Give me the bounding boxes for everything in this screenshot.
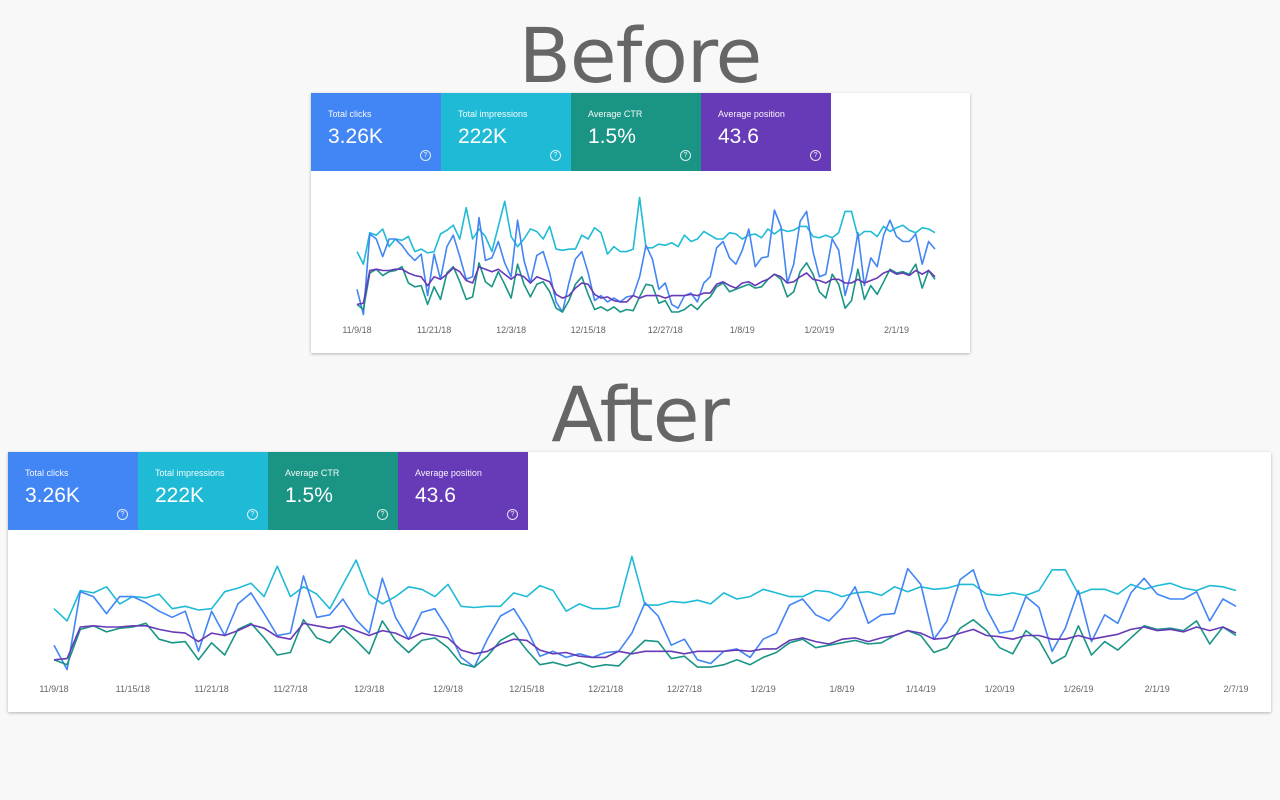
help-icon[interactable]: ? [377, 509, 388, 520]
performance-panel-after: Total clicks 3.26K ? Total impressions 2… [8, 452, 1271, 712]
series-line-4 [356, 265, 936, 306]
x-tick-label: 12/21/18 [588, 684, 623, 694]
series-line-4 [53, 622, 1237, 661]
metric-cards: Total clicks 3.26K ? Total impressions 2… [311, 93, 831, 171]
series-line-1 [356, 196, 936, 265]
help-icon[interactable]: ? [117, 509, 128, 520]
card-value: 222K [155, 484, 205, 507]
x-tick-label: 12/3/18 [354, 684, 384, 694]
series-line-2 [53, 567, 1237, 671]
x-tick-label: 11/21/18 [194, 684, 228, 694]
total-clicks-card[interactable]: Total clicks 3.26K ? [311, 93, 441, 171]
x-tick-label: 12/15/18 [571, 325, 606, 335]
card-value: 3.26K [328, 125, 383, 148]
help-icon[interactable]: ? [507, 509, 518, 520]
x-tick-label: 11/21/18 [417, 325, 451, 335]
help-icon[interactable]: ? [810, 150, 821, 161]
x-tick-label: 12/3/18 [496, 325, 526, 335]
card-label: Total impressions [458, 109, 528, 119]
x-tick-label: 11/9/18 [39, 684, 68, 694]
average-ctr-card[interactable]: Average CTR 1.5% ? [268, 452, 398, 530]
card-label: Average position [718, 109, 785, 119]
card-label: Total impressions [155, 468, 225, 478]
x-tick-label: 2/1/19 [884, 325, 909, 335]
total-clicks-card[interactable]: Total clicks 3.26K ? [8, 452, 138, 530]
after-heading: After [551, 370, 730, 459]
x-tick-label: 1/8/19 [829, 684, 854, 694]
x-tick-label: 1/14/19 [906, 684, 936, 694]
x-tick-label: 2/1/19 [1145, 684, 1170, 694]
card-value: 3.26K [25, 484, 80, 507]
total-impressions-card[interactable]: Total impressions 222K ? [441, 93, 571, 171]
card-value: 1.5% [588, 125, 636, 148]
average-ctr-card[interactable]: Average CTR 1.5% ? [571, 93, 701, 171]
x-tick-label: 11/27/18 [273, 684, 307, 694]
x-tick-label: 1/2/19 [751, 684, 776, 694]
series-line-3 [53, 618, 1237, 668]
x-tick-label: 11/15/18 [116, 684, 150, 694]
card-label: Average CTR [588, 109, 643, 119]
x-tick-label: 12/9/18 [433, 684, 463, 694]
help-icon[interactable]: ? [420, 150, 431, 161]
x-tick-label: 11/9/18 [342, 325, 371, 335]
line-chart-before[interactable]: 11/9/18 11/21/18 12/3/18 12/15/18 12/27/18 1/… [311, 171, 970, 353]
help-icon[interactable]: ? [680, 150, 691, 161]
average-position-card[interactable]: Average position 43.6 ? [701, 93, 831, 171]
card-label: Average position [415, 468, 482, 478]
card-label: Average CTR [285, 468, 340, 478]
card-value: 43.6 [415, 484, 456, 507]
help-icon[interactable]: ? [247, 509, 258, 520]
total-impressions-card[interactable]: Total impressions 222K ? [138, 452, 268, 530]
x-tick-label: 12/27/18 [648, 325, 683, 335]
card-value: 222K [458, 125, 508, 148]
card-value: 43.6 [718, 125, 759, 148]
series-line-3 [356, 262, 936, 313]
card-label: Total clicks [25, 468, 69, 478]
x-tick-label: 1/26/19 [1063, 684, 1093, 694]
series-line-2 [356, 209, 936, 316]
x-tick-label: 12/15/18 [509, 684, 544, 694]
x-tick-label: 2/7/19 [1223, 684, 1248, 694]
card-label: Total clicks [328, 109, 372, 119]
x-tick-label: 1/8/19 [730, 325, 755, 335]
performance-panel-before: Total clicks 3.26K ? Total impressions 2… [311, 93, 970, 353]
card-value: 1.5% [285, 484, 333, 507]
x-tick-label: 12/27/18 [667, 684, 702, 694]
x-tick-label: 1/20/19 [985, 684, 1015, 694]
series-line-1 [53, 555, 1237, 622]
help-icon[interactable]: ? [550, 150, 561, 161]
before-heading: Before [518, 11, 762, 100]
average-position-card[interactable]: Average position 43.6 ? [398, 452, 528, 530]
x-tick-label: 1/20/19 [804, 325, 834, 335]
metric-cards: Total clicks 3.26K ? Total impressions 2… [8, 452, 528, 530]
line-chart-after[interactable]: 11/9/18 11/15/18 11/21/18 11/27/18 12/3/18 12… [8, 530, 1271, 712]
